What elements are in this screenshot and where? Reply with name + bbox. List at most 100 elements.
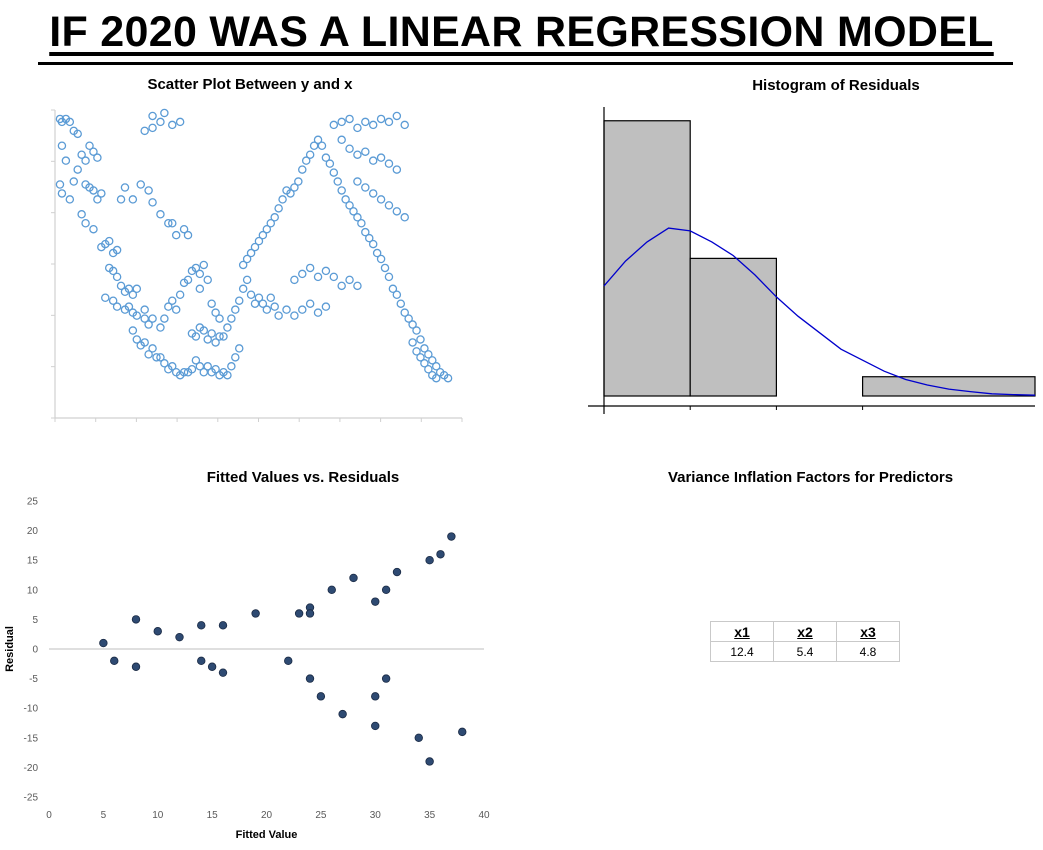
scatter-point (424, 350, 433, 359)
scatter-point (286, 189, 295, 198)
scatter-point (353, 177, 362, 186)
scatter-point (384, 159, 394, 168)
scatter-point (148, 198, 157, 207)
scatter-point (179, 367, 189, 377)
scatter-point (345, 144, 354, 153)
scatter-point (199, 367, 209, 377)
scatter-point (203, 275, 212, 285)
scatter-point (191, 356, 201, 365)
scatter-point (416, 335, 425, 344)
residual-point (131, 662, 141, 671)
scatter-point (368, 239, 378, 249)
scatter-point (108, 266, 118, 276)
scatter-point (266, 293, 276, 302)
residual-x-tick-label: 15 (207, 810, 219, 821)
scatter-point (57, 189, 67, 198)
scatter-point (298, 305, 307, 314)
scatter-point (156, 323, 165, 332)
scatter-point (108, 296, 118, 305)
scatter-point (345, 201, 354, 210)
scatter-point (376, 195, 386, 204)
scatter-point (368, 156, 378, 165)
scatter-point (345, 114, 354, 124)
scatter-point (274, 311, 283, 320)
residual-point (316, 692, 326, 701)
scatter-point (305, 263, 315, 273)
residual-x-tick-label: 5 (101, 810, 107, 821)
residual-point (99, 638, 108, 648)
scatter-point (116, 281, 126, 291)
residual-y-tick-label: -20 (24, 763, 39, 774)
histogram-bar (861, 376, 1036, 397)
scatter-point (207, 299, 216, 308)
scatter-point (81, 218, 90, 228)
scatter-point (234, 296, 244, 305)
scatter-point (97, 189, 106, 198)
scatter-point (317, 141, 327, 151)
scatter-point (376, 254, 386, 264)
scatter-point (219, 332, 228, 341)
vif-table: x1 x2 x3 12.4 5.4 4.8 (710, 621, 900, 662)
residual-point (294, 609, 304, 618)
scatter-point (231, 305, 240, 314)
scatter-point (73, 129, 82, 139)
scatter-point (140, 314, 149, 323)
residual-point (175, 632, 184, 642)
scatter-point (65, 195, 75, 204)
scatter-point (124, 284, 134, 294)
vif-value-x3: 4.8 (836, 641, 900, 662)
scatter-point (168, 120, 177, 130)
residual-point (349, 573, 358, 583)
vif-header-x2: x2 (773, 621, 837, 642)
vif-header-x1: x1 (710, 621, 774, 642)
scatter-point (61, 156, 71, 165)
scatter-point (227, 314, 236, 323)
residual-point (414, 733, 423, 742)
scatter-point (73, 165, 82, 174)
residual-x-tick-label: 0 (46, 810, 52, 821)
scatter-point (199, 326, 209, 335)
scatter-point (203, 335, 212, 344)
residual-y-tick-label: 25 (27, 497, 39, 508)
scatter-point (55, 180, 65, 189)
residual-point (436, 550, 445, 559)
scatter-point (290, 311, 299, 320)
scatter-point (254, 236, 264, 246)
scatter-point (144, 350, 153, 359)
scatter-point (89, 224, 98, 234)
scatter-point (136, 180, 145, 189)
scatter-point (266, 218, 276, 228)
scatter-point (57, 141, 67, 151)
scatter-point (195, 269, 205, 279)
scatter-point (81, 156, 90, 165)
scatter-point (278, 195, 287, 204)
scatter-point (207, 329, 216, 338)
scatter-point (345, 275, 354, 285)
scatter-point (428, 356, 437, 365)
residual-y-tick-label: -10 (24, 704, 39, 715)
scatter-point (215, 332, 224, 341)
histogram-bar (689, 257, 778, 397)
residual-y-tick-label: 10 (27, 585, 39, 596)
scatter-point (191, 332, 201, 341)
residual-point (197, 621, 206, 630)
residual-point (338, 709, 347, 719)
scatter-point (313, 308, 323, 317)
scatter-point (148, 111, 157, 121)
scatter-point (368, 189, 378, 198)
vif-header-row: x1 x2 x3 (710, 621, 900, 642)
residual-y-tick-label: -15 (24, 733, 39, 744)
vif-value-x1: 12.4 (710, 641, 774, 662)
scatter-point (274, 204, 283, 213)
scatter-point (187, 365, 197, 374)
scatter-point (112, 272, 122, 282)
scatter-point (341, 195, 350, 204)
title-divider (38, 62, 1013, 65)
scatter-point (175, 290, 185, 300)
scatter-point (313, 272, 323, 282)
scatter-point (361, 227, 370, 237)
scatter-point (164, 218, 173, 228)
scatter-point (262, 224, 272, 234)
scatter-point (132, 335, 142, 344)
scatter-point (112, 245, 122, 255)
